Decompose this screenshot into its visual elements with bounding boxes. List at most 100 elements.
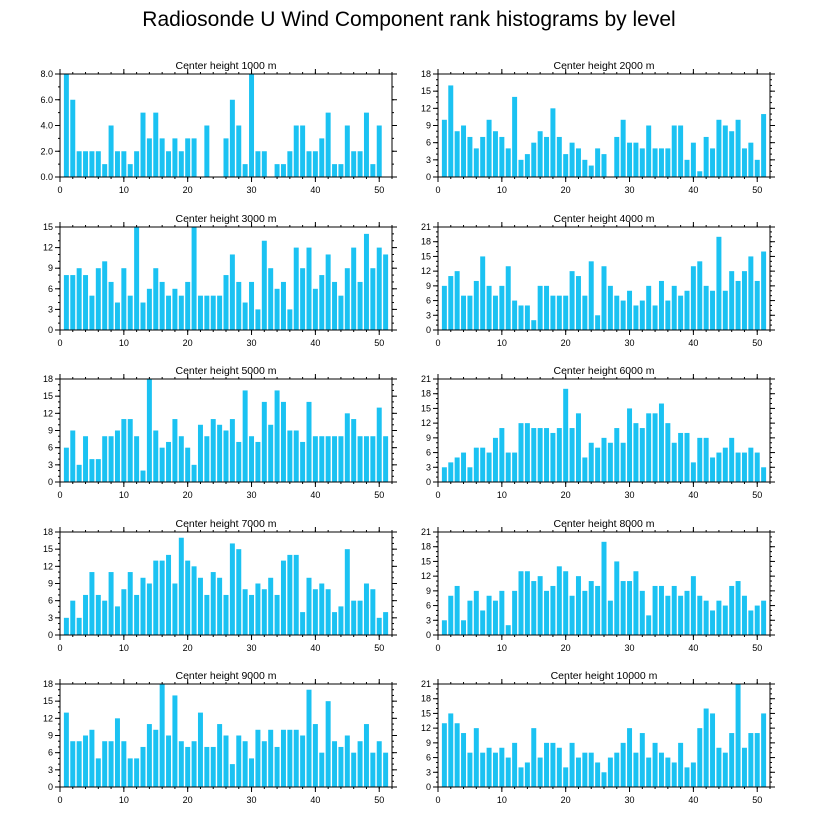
bar (537, 131, 543, 177)
y-tick-label: 12 (421, 266, 431, 276)
bar (537, 757, 543, 787)
bar (274, 594, 280, 635)
bar (204, 746, 210, 787)
x-tick-label: 40 (688, 490, 698, 500)
bar (178, 151, 184, 177)
y-tick-label: 15 (43, 222, 53, 232)
x-tick-label: 0 (57, 643, 62, 653)
bar (102, 436, 108, 482)
bar (550, 432, 556, 482)
bar (306, 151, 312, 177)
bar (473, 590, 479, 635)
bar (741, 747, 747, 787)
bar (671, 762, 677, 787)
bar (569, 742, 575, 787)
panel-title: Center height 9000 m (176, 670, 277, 682)
bar (242, 302, 248, 330)
bar (210, 419, 216, 482)
y-tick-label: 18 (421, 237, 431, 247)
bar (83, 436, 89, 482)
y-tick-label: 15 (421, 403, 431, 413)
bar (223, 594, 229, 635)
bar (280, 729, 286, 787)
bar (620, 742, 626, 787)
bar (569, 142, 575, 177)
bar (524, 154, 530, 177)
bar (351, 600, 357, 635)
bar (261, 240, 267, 330)
bar (505, 757, 511, 787)
bar (95, 459, 101, 482)
bar (325, 701, 331, 787)
bar (83, 151, 89, 177)
bar (588, 261, 594, 330)
bar (249, 436, 255, 482)
bar (697, 261, 703, 330)
bar (544, 285, 550, 330)
bar (178, 436, 184, 482)
bar (633, 142, 639, 177)
bar (722, 447, 728, 482)
y-tick-label: 2.0 (40, 146, 53, 156)
bar (729, 733, 735, 787)
y-tick-label: 6 (426, 138, 431, 148)
bar (223, 275, 229, 330)
bar (722, 125, 728, 177)
bar (524, 423, 530, 482)
bar (89, 729, 95, 787)
bar (146, 583, 152, 635)
bar (633, 571, 639, 635)
bar (70, 430, 76, 482)
bar (607, 442, 613, 482)
bar (480, 447, 486, 482)
bar (582, 295, 588, 330)
bar (312, 288, 318, 330)
bar (121, 741, 127, 787)
x-tick-label: 10 (119, 643, 129, 653)
bar (153, 268, 159, 330)
bar (357, 741, 363, 787)
y-tick-label: 15 (421, 86, 431, 96)
bar (575, 576, 581, 635)
bar (582, 159, 588, 177)
x-tick-label: 30 (247, 185, 257, 195)
bar (575, 148, 581, 177)
bar (159, 281, 165, 330)
x-tick-label: 40 (310, 795, 320, 805)
bar (172, 695, 178, 787)
bar (376, 125, 382, 177)
bar (178, 741, 184, 787)
y-tick-label: 6 (48, 443, 53, 453)
bar (89, 459, 95, 482)
bar (325, 436, 331, 482)
bar (204, 295, 210, 330)
x-tick-label: 30 (625, 490, 635, 500)
bar (741, 148, 747, 177)
bar (550, 585, 556, 635)
bar (658, 280, 664, 330)
bar (134, 594, 140, 635)
bar (229, 99, 235, 177)
bar (537, 285, 543, 330)
bar (601, 154, 607, 177)
bar (614, 136, 620, 177)
bar (524, 571, 530, 635)
bar (473, 280, 479, 330)
bar (140, 577, 146, 635)
bar (287, 309, 293, 330)
x-tick-label: 0 (435, 490, 440, 500)
bar (461, 733, 467, 787)
bar (754, 605, 760, 635)
bar (236, 281, 242, 330)
bar (166, 295, 172, 330)
bar (146, 379, 152, 482)
x-tick-label: 10 (119, 338, 129, 348)
bar (108, 281, 114, 330)
bar (639, 300, 645, 330)
bar (441, 119, 447, 177)
bar (722, 752, 728, 787)
bar (370, 268, 376, 330)
bar (550, 108, 556, 177)
bar (454, 457, 460, 482)
y-tick-label: 9 (426, 586, 431, 596)
